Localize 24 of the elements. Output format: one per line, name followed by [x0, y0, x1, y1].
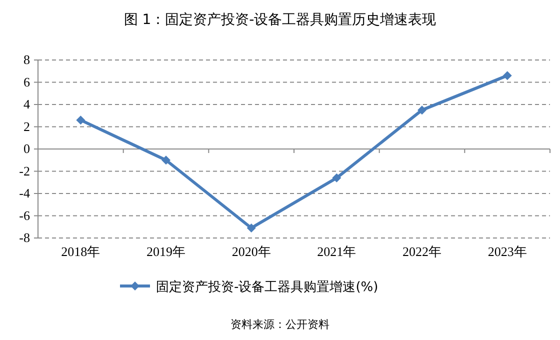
x-tick-label: 2019年: [146, 244, 186, 259]
y-tick-label: 6: [24, 74, 30, 90]
y-tick-label: -2: [19, 163, 30, 178]
y-tick-label: 2: [24, 118, 30, 134]
x-tick-label: 2023年: [488, 244, 527, 259]
y-tick-label: 4: [24, 96, 30, 112]
y-tick-label: 0: [24, 141, 30, 156]
x-tick-label: 2022年: [402, 244, 442, 259]
point: [502, 71, 512, 80]
y-tick-label: -8: [19, 230, 30, 245]
chart-title: 图 1：固定资产投资-设备工器具购置历史增速表现: [124, 12, 436, 28]
point: [418, 106, 426, 115]
text: 资料来源：公开资料: [230, 318, 330, 331]
point: [332, 173, 342, 182]
point: [162, 156, 170, 165]
point: [76, 116, 86, 125]
legend-label: 固定资产投资-设备工器具购置增速(%): [156, 280, 378, 295]
point: [246, 223, 256, 232]
x-tick-label: 2020年: [232, 244, 271, 259]
y-tick-label: 8: [24, 52, 30, 67]
y-tick-label: -6: [19, 208, 30, 223]
x-tick-label: 2021年: [317, 244, 356, 259]
x-tick-label: 2018年: [61, 244, 100, 259]
y-tick-label: -4: [19, 186, 30, 200]
